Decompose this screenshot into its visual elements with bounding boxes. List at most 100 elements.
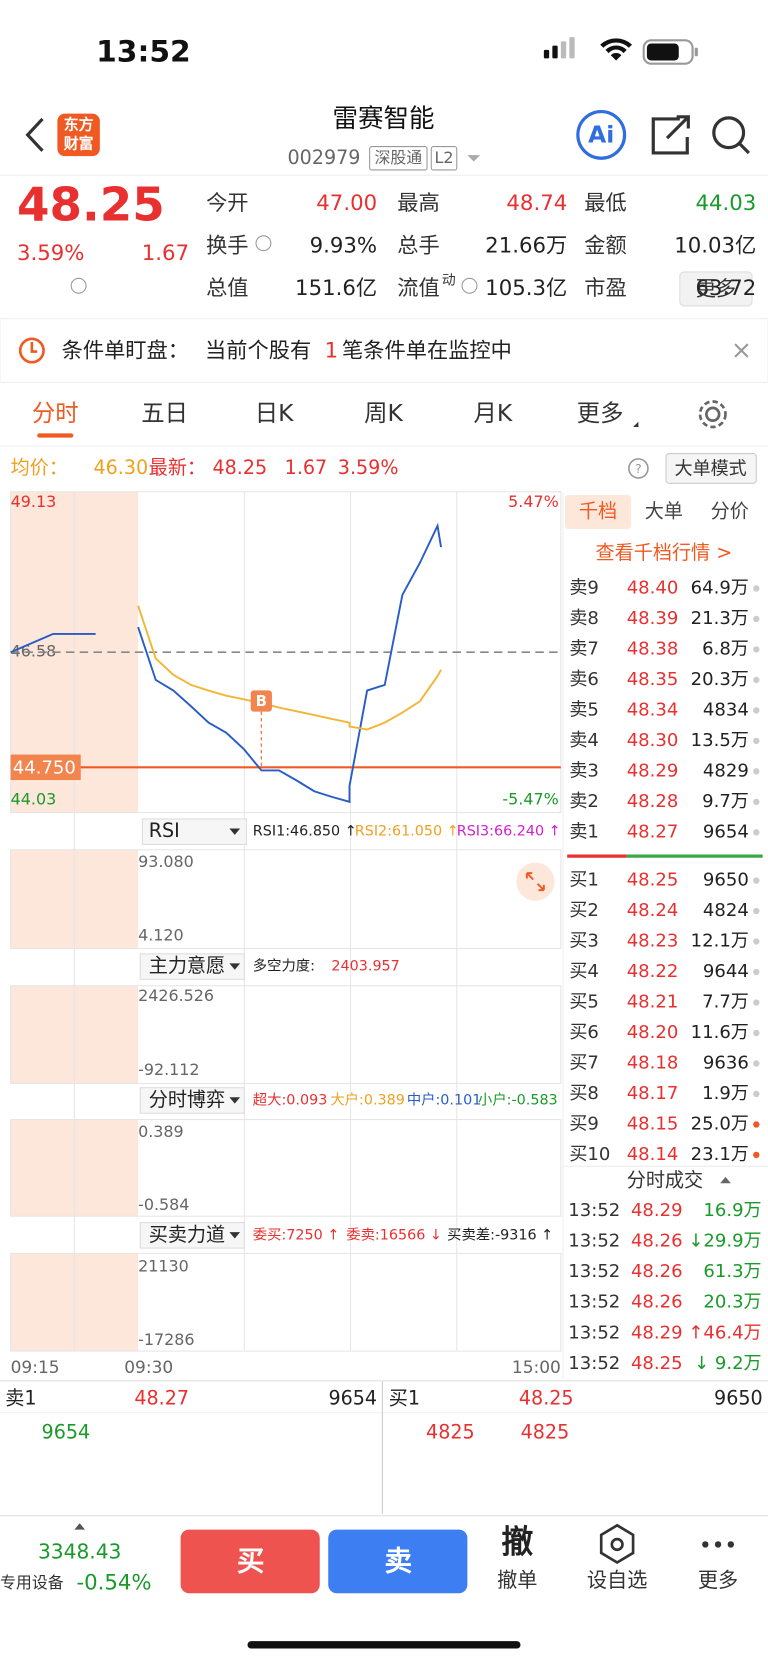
book-level: 买7 — [569, 1052, 599, 1073]
back-button[interactable] — [25, 117, 44, 152]
book-dot — [753, 938, 760, 945]
tab[interactable]: 更多 — [577, 399, 624, 427]
close-notice[interactable] — [734, 343, 749, 358]
book-level: 买8 — [569, 1083, 599, 1104]
help-icon-mark: ? — [635, 462, 642, 477]
tab[interactable]: 月K — [474, 399, 513, 427]
tab[interactable]: 日K — [255, 399, 294, 427]
book-price: 48.17 — [627, 1083, 679, 1104]
more-label: 更多 — [696, 276, 736, 300]
tab[interactable]: 五日 — [141, 399, 188, 427]
field-value: 10.03亿 — [674, 233, 756, 258]
field-label: 流值 — [397, 276, 439, 301]
book-level: 买6 — [569, 1022, 599, 1043]
help-icon[interactable] — [628, 458, 649, 479]
more-label: 更多 — [698, 1568, 738, 1592]
panel-min: 4.120 — [138, 925, 184, 944]
price-line — [137, 522, 442, 804]
search-button[interactable] — [712, 116, 750, 155]
notice-count: 1 — [325, 339, 339, 364]
field-value: 47.00 — [316, 191, 377, 216]
field-value: 44.03 — [696, 191, 757, 216]
buy-button[interactable] — [180, 1529, 320, 1594]
trade-volume: 20.3万 — [703, 1292, 761, 1313]
trade-price: 48.26 — [631, 1261, 683, 1282]
more-button[interactable] — [679, 271, 753, 307]
book-level: 卖6 — [569, 669, 599, 690]
field-value: 21.66万 — [485, 233, 567, 258]
book-volume: 25.0万 — [691, 1113, 749, 1134]
panel-stat: 买卖差:-9316 ↑ — [447, 1226, 553, 1243]
book-level: 卖2 — [569, 791, 599, 812]
watch-icon[interactable] — [599, 1523, 635, 1565]
book-volume: 23.1万 — [691, 1144, 749, 1165]
panel-stat: 委买:7250 ↑ — [253, 1226, 340, 1243]
panel-stat: RSI3:66.240 ↑ — [457, 824, 561, 840]
book-level: 卖9 — [569, 577, 599, 598]
tag-box — [430, 146, 458, 171]
panel-dropdown — [229, 1097, 241, 1104]
ai-button[interactable] — [576, 109, 627, 160]
field-label: 今开 — [206, 191, 248, 216]
mode-button[interactable] — [665, 453, 757, 484]
field-label: 最高 — [397, 191, 439, 216]
notice-text: 当前个股有 — [205, 339, 311, 364]
dropdown-arrow[interactable] — [467, 155, 481, 162]
notice-label: 条件单盯盘： — [62, 339, 189, 364]
book-volume: 11.6万 — [691, 1022, 749, 1043]
book-tab[interactable]: 分价 — [711, 499, 749, 522]
panel-stat: RSI1:46.850 ↑ — [253, 824, 357, 840]
index-value: 3348.43 — [38, 1539, 121, 1563]
last-label: 最新： — [149, 456, 206, 479]
book-volume: 9654 — [703, 821, 749, 842]
home-indicator — [247, 1641, 521, 1649]
sell-button[interactable] — [328, 1529, 468, 1594]
book-level: 卖4 — [569, 730, 599, 751]
cancel-label: 撤单 — [497, 1568, 537, 1592]
trade-time: 13:52 — [568, 1200, 620, 1221]
buy-label: 买 — [237, 1544, 265, 1577]
book-tab[interactable]: 千档 — [579, 499, 617, 522]
book-dot — [753, 968, 760, 976]
sell-label: 卖 — [385, 1544, 413, 1577]
book-volume: 9650 — [703, 870, 749, 891]
panel-min: -92.112 — [138, 1060, 199, 1079]
book-level: 买2 — [569, 900, 599, 921]
share-button[interactable] — [651, 115, 690, 155]
tab[interactable]: 周K — [364, 399, 403, 427]
quote-level: 买1 — [389, 1386, 420, 1409]
book-price: 48.34 — [627, 699, 679, 720]
book-volume: 4824 — [703, 900, 749, 921]
book-tab[interactable]: 大单 — [645, 499, 683, 522]
panel-max: 93.080 — [138, 852, 194, 871]
stock-code: 002979 — [288, 146, 361, 169]
book-volume: 21.3万 — [691, 608, 749, 629]
book-tab-active[interactable] — [565, 494, 631, 529]
trade-time: 13:52 — [568, 1322, 620, 1343]
status-time: 13:52 — [96, 35, 191, 70]
watch-label: 设自选 — [587, 1568, 648, 1592]
book-price: 48.24 — [627, 900, 679, 921]
book-level: 卖5 — [569, 699, 599, 720]
x-tick-label: 15:00 — [512, 1358, 561, 1378]
y-tick-label: 49.13 — [11, 492, 57, 511]
book-price: 48.27 — [627, 821, 679, 842]
more-icon[interactable] — [702, 1541, 734, 1548]
info-icon — [70, 277, 87, 294]
settings-button[interactable] — [698, 400, 727, 429]
field-value: 151.6亿 — [295, 276, 377, 301]
panel-dropdown — [229, 828, 241, 835]
sector-name: 专用设备 — [0, 1573, 64, 1592]
field-value: 48.74 — [506, 191, 567, 216]
tab[interactable]: 分时 — [32, 399, 79, 427]
book-link[interactable]: 查看千档行情 > — [596, 541, 733, 564]
book-volume: 6.8万 — [702, 638, 749, 659]
premarket-line — [10, 632, 96, 654]
quote-order: 4825 — [521, 1420, 570, 1443]
index-arrow — [74, 1523, 85, 1530]
book-dot — [753, 646, 760, 653]
book-dot — [753, 907, 760, 915]
book-level: 卖7 — [569, 638, 599, 659]
